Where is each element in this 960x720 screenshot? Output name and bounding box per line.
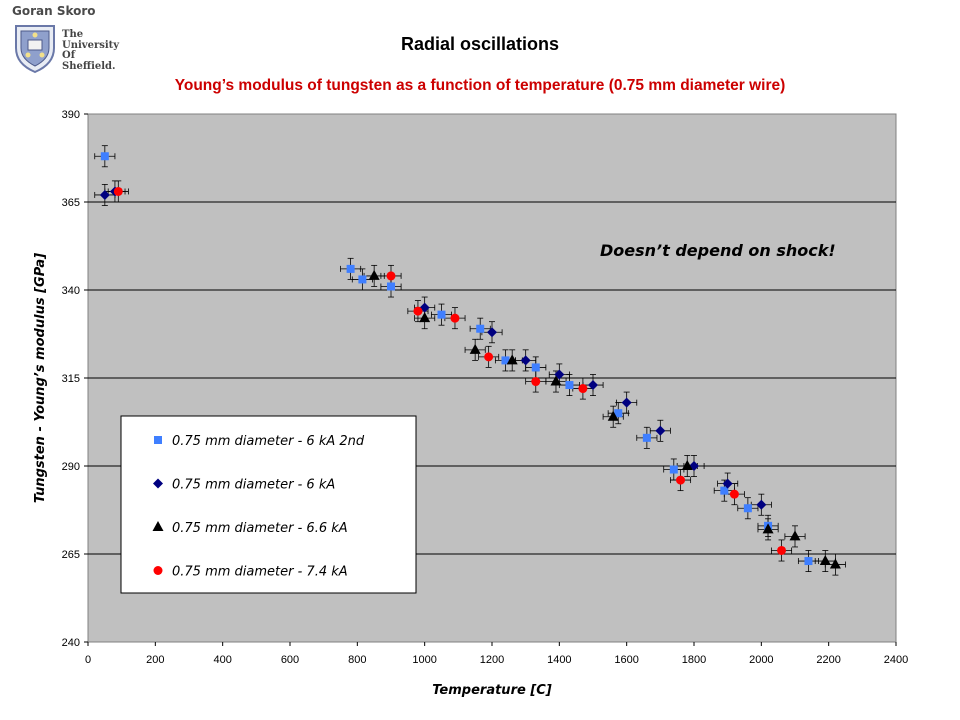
data-point-square [100,152,109,161]
data-point-triangle [419,312,431,323]
slide-title: Radial oscillations [400,34,560,54]
data-point-square [804,557,813,566]
data-point-square [358,275,367,284]
data-point-diamond [99,189,110,200]
data-point-triangle [607,410,619,421]
data-point-square [476,324,485,333]
legend-marker-circle [153,566,163,575]
y-axis-label: Tungsten - Young’s modulus [GPa] [33,253,48,503]
data-point-diamond [554,369,565,380]
data-point-square [720,486,729,495]
data-point-diamond [621,397,632,408]
y-tick-label: 290 [62,461,80,473]
y-tick-label: 340 [62,285,80,297]
data-point-diamond [722,478,733,489]
legend-marker-square [154,436,162,444]
data-point-square [346,264,355,273]
x-tick-label: 400 [213,654,231,666]
x-tick-label: 2200 [816,654,840,666]
x-tick-label: 2000 [749,654,773,666]
data-point-circle [386,271,396,281]
y-tick-label: 265 [62,549,80,561]
data-point-diamond [520,355,531,366]
data-point-square [387,282,395,291]
data-point-triangle [819,555,831,566]
data-point-diamond [588,380,598,391]
university-line: The [62,29,84,40]
data-point-square [501,356,510,365]
x-tick-label: 1800 [682,654,706,666]
university-name: The University Of Sheffield. [62,29,120,72]
legend-entry-label: 0.75 mm diameter - 6.6 kA [172,521,348,536]
x-axis-label: Temperature [C] [432,683,552,698]
data-point-circle [450,313,460,323]
x-tick-label: 800 [348,654,366,666]
y-tick-label: 365 [62,197,80,209]
data-point-triangle [550,375,562,386]
data-point-circle [676,475,686,485]
legend-entry-label: 0.75 mm diameter - 6 kA [172,478,335,493]
data-point-circle [484,352,494,362]
data-point-square [642,433,651,442]
data-point-square [614,409,623,418]
chart-title: Young’s modulus of tungsten as a functio… [174,77,786,94]
university-line: Sheffield. [62,60,116,72]
data-point-triangle [469,343,481,354]
data-point-circle [413,306,423,316]
data-point-circle [777,545,787,555]
data-point-square [437,310,446,319]
annotation-text: Doesn’t depend on shock! [600,241,836,260]
data-point-triangle [829,558,841,569]
data-point-triangle [681,460,693,470]
data-point-diamond [655,425,666,436]
x-tick-label: 200 [146,654,164,666]
x-tick-label: 1400 [547,654,571,666]
data-point-circle [578,384,588,394]
data-point-triangle [789,530,801,541]
legend-marker-diamond [153,478,163,489]
data-point-triangle [368,269,380,280]
legend-marker-triangle [152,521,164,531]
legend-box [120,415,417,594]
y-tick-label: 315 [62,373,80,385]
university-crest-icon [15,25,55,74]
data-point-diamond [487,327,497,338]
legend-entry-label: 0.75 mm diameter - 7.4 kA [172,565,348,580]
data-point-circle [531,377,541,387]
university-line: University [62,39,120,51]
author-name: Goran Skoro [12,4,96,18]
y-tick-label: 390 [62,109,80,121]
legend-entry-label: 0.75 mm diameter - 6 kA 2nd [172,434,365,449]
x-tick-label: 1200 [480,654,504,666]
university-line: Of [62,50,76,61]
data-point-square [743,504,752,513]
data-point-square [531,363,540,372]
data-point-triangle [762,523,774,534]
x-tick-label: 0 [85,654,91,666]
data-point-square [669,465,678,474]
x-tick-label: 600 [281,654,299,666]
data-point-circle [113,186,123,196]
x-tick-label: 2400 [884,654,908,666]
data-point-diamond [756,499,767,510]
y-tick-label: 240 [62,637,80,649]
data-point-triangle [506,354,518,365]
data-point-square [565,381,574,390]
x-tick-label: 1600 [614,654,638,666]
x-tick-label: 1000 [412,654,436,666]
data-point-circle [729,489,739,499]
